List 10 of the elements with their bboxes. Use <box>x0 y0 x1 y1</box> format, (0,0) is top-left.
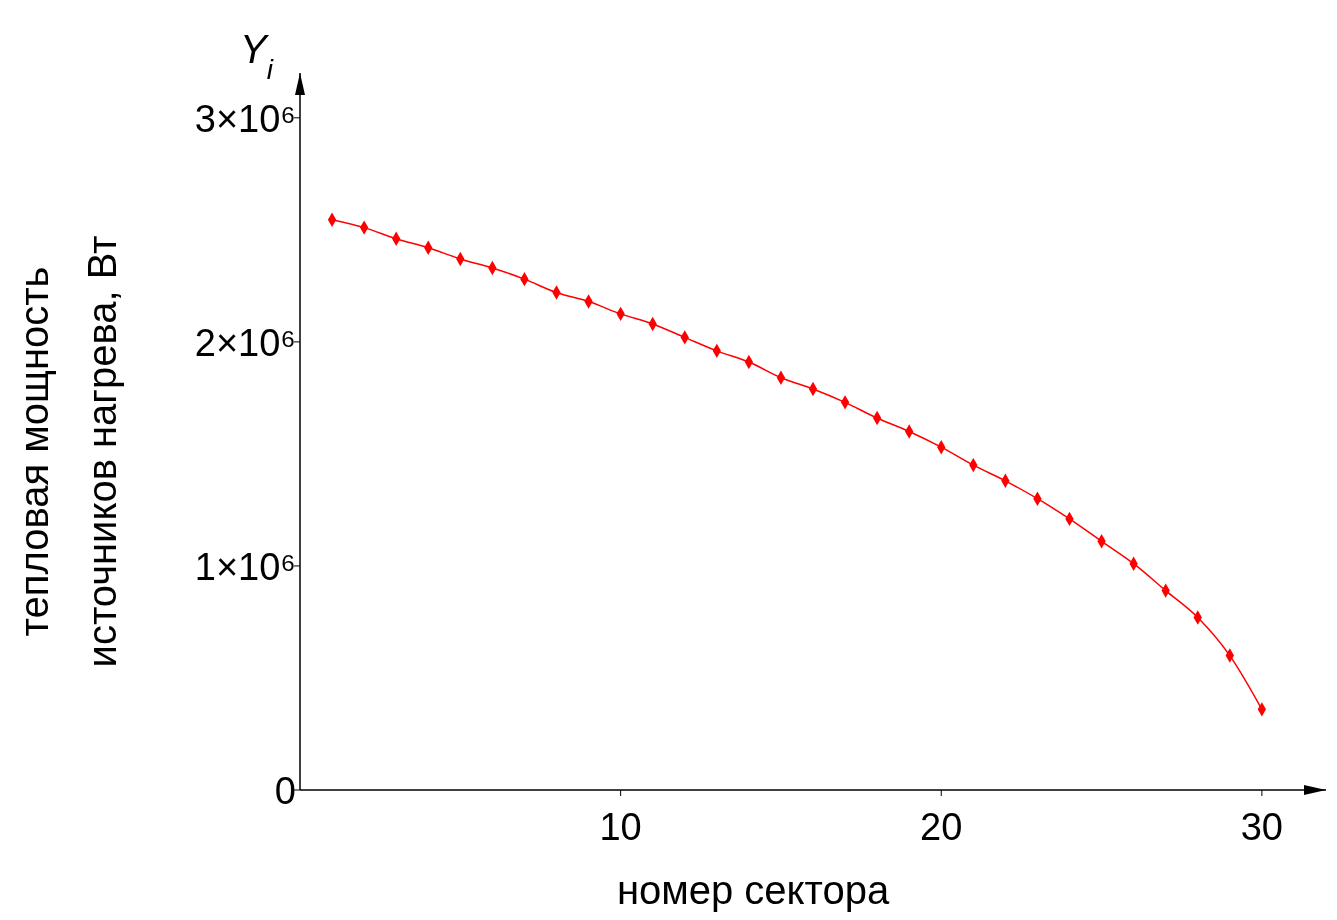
y-tick-label: 3×10⁶ <box>194 97 296 140</box>
x-tick-label: 10 <box>599 806 642 848</box>
x-tick-label: 30 <box>1240 806 1284 848</box>
y-tick-label: 1×10⁶ <box>194 545 296 588</box>
y-tick-label: 2×10⁶ <box>194 321 296 364</box>
text: Y$_{i}$ <box>240 27 274 85</box>
y-axis-title: тепловая мощность источников нагрева, Вт <box>12 235 124 668</box>
y-tick-label: 0 <box>274 770 296 812</box>
x-tick-label: 20 <box>920 806 963 848</box>
x-axis-title: номер сектора <box>616 868 890 912</box>
